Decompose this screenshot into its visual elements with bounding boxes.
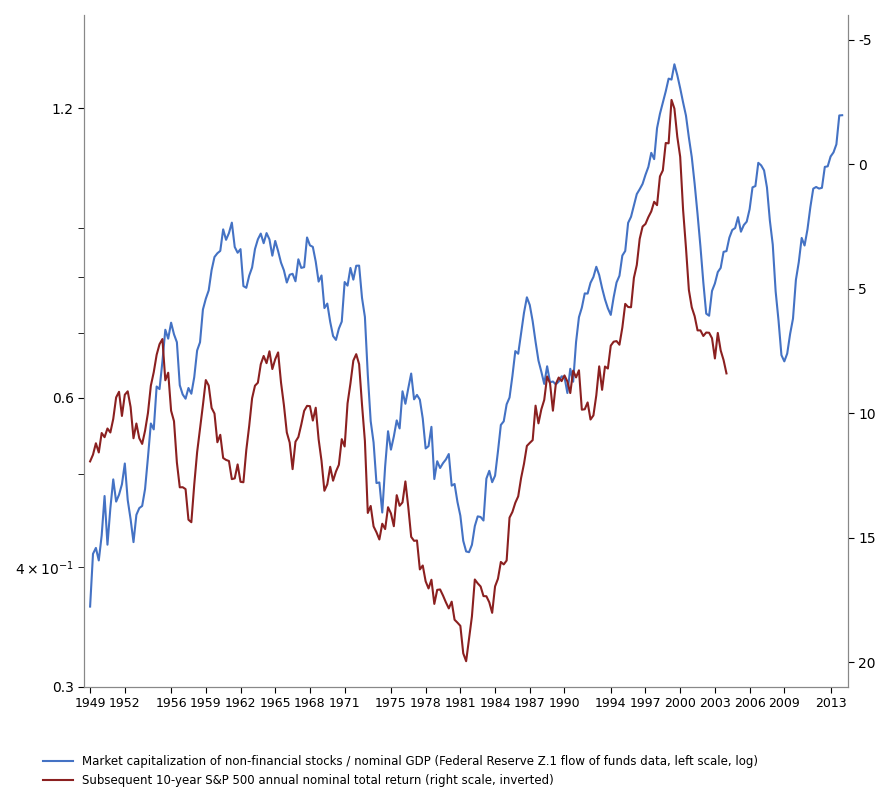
Legend: Market capitalization of non-financial stocks / nominal GDP (Federal Reserve Z.1: Market capitalization of non-financial s… — [38, 750, 764, 792]
Market capitalization of non-financial stocks / nominal GDP (Federal Reserve Z.1 flow of funds data, left scale, log) — [669, 60, 680, 69]
Subsequent 10-year S&P 500 annual nominal total return (right scale, inverted) — [502, 555, 512, 565]
Market capitalization of non-financial stocks / nominal GDP (Federal Reserve Z.1 flow of funds data, left scale, log) — [475, 512, 486, 521]
Subsequent 10-year S&P 500 annual nominal total return (right scale, inverted) — [293, 432, 304, 442]
Market capitalization of non-financial stocks / nominal GDP (Federal Reserve Z.1 flow of funds data, left scale, log) — [837, 110, 847, 120]
Subsequent 10-year S&P 500 annual nominal total return (right scale, inverted) — [461, 656, 471, 666]
Subsequent 10-year S&P 500 annual nominal total return (right scale, inverted) — [449, 615, 460, 625]
Line: Subsequent 10-year S&P 500 annual nominal total return (right scale, inverted): Subsequent 10-year S&P 500 annual nomina… — [90, 100, 726, 661]
Line: Market capitalization of non-financial stocks / nominal GDP (Federal Reserve Z.1 flow of funds data, left scale, log): Market capitalization of non-financial s… — [90, 64, 842, 607]
Market capitalization of non-financial stocks / nominal GDP (Federal Reserve Z.1 flow of funds data, left scale, log) — [363, 370, 373, 380]
Subsequent 10-year S&P 500 annual nominal total return (right scale, inverted) — [267, 364, 278, 374]
Subsequent 10-year S&P 500 annual nominal total return (right scale, inverted) — [721, 368, 732, 378]
Subsequent 10-year S&P 500 annual nominal total return (right scale, inverted) — [400, 476, 411, 486]
Market capitalization of non-financial stocks / nominal GDP (Federal Reserve Z.1 flow of funds data, left scale, log) — [85, 602, 95, 612]
Subsequent 10-year S&P 500 annual nominal total return (right scale, inverted) — [154, 339, 165, 349]
Market capitalization of non-financial stocks / nominal GDP (Federal Reserve Z.1 flow of funds data, left scale, log) — [345, 263, 356, 272]
Market capitalization of non-financial stocks / nominal GDP (Federal Reserve Z.1 flow of funds data, left scale, log) — [143, 452, 153, 462]
Subsequent 10-year S&P 500 annual nominal total return (right scale, inverted) — [85, 456, 95, 466]
Subsequent 10-year S&P 500 annual nominal total return (right scale, inverted) — [666, 95, 677, 105]
Market capitalization of non-financial stocks / nominal GDP (Federal Reserve Z.1 flow of funds data, left scale, log) — [730, 223, 740, 233]
Market capitalization of non-financial stocks / nominal GDP (Federal Reserve Z.1 flow of funds data, left scale, log) — [131, 510, 142, 520]
